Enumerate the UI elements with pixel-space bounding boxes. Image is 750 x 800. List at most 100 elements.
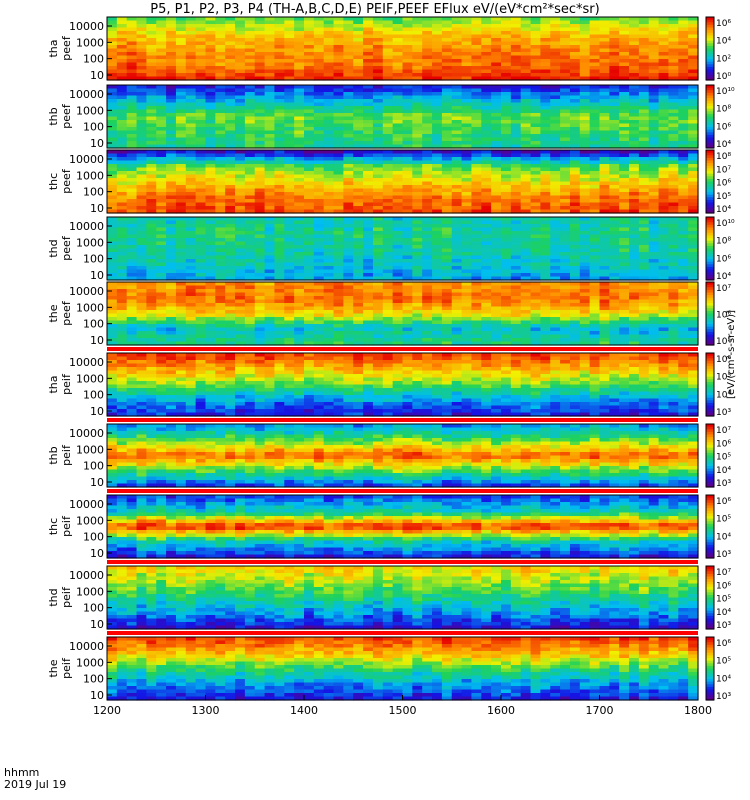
heatmap-cell <box>569 85 581 90</box>
heatmap-cell <box>491 130 502 135</box>
heatmap-cell <box>629 38 640 43</box>
heatmap-cell <box>540 231 551 236</box>
heatmap-cell <box>688 188 699 193</box>
heatmap-cell <box>215 160 226 165</box>
heatmap-cell <box>235 248 246 253</box>
colorbar-segment <box>706 124 714 128</box>
heatmap-cell <box>510 38 522 43</box>
heatmap-cell <box>412 52 423 57</box>
heatmap-cell <box>126 338 138 343</box>
heatmap-cell <box>244 137 256 142</box>
heatmap-cell <box>688 195 699 200</box>
heatmap-cell <box>412 224 423 229</box>
heatmap-cell <box>629 255 640 260</box>
heatmap-cell <box>609 150 620 155</box>
heatmap-cell <box>363 102 374 107</box>
heatmap-cell <box>166 185 177 190</box>
heatmap-cell <box>195 234 207 239</box>
heatmap-cell <box>501 192 512 197</box>
heatmap-cell <box>284 220 295 225</box>
heatmap-cell <box>629 181 640 186</box>
heatmap-cell <box>205 303 216 308</box>
heatmap-cell <box>235 217 246 222</box>
heatmap-cell <box>185 41 197 46</box>
heatmap-cell <box>116 185 128 190</box>
heatmap-cell <box>392 127 404 132</box>
heatmap-cell <box>254 285 266 290</box>
heatmap-cell <box>274 127 285 132</box>
heatmap-cell <box>156 109 167 114</box>
colorbar-tick-label: 10⁵ <box>716 192 731 202</box>
heatmap-cell <box>412 167 423 172</box>
heatmap-cell <box>323 88 335 93</box>
heatmap-cell <box>136 171 147 176</box>
heatmap-cell <box>451 252 463 257</box>
heatmap-cell <box>136 195 147 200</box>
heatmap-cell <box>520 252 532 257</box>
heatmap-cell <box>481 85 492 90</box>
heatmap-cell <box>215 231 226 236</box>
heatmap-cell <box>274 171 285 176</box>
heatmap-cell <box>579 52 591 57</box>
heatmap-cell <box>540 209 551 214</box>
colorbar-segment <box>706 69 714 73</box>
heatmap-cell <box>412 59 423 64</box>
heatmap-cell <box>146 245 157 250</box>
heatmap-cell <box>313 282 325 287</box>
heatmap-cell <box>432 88 443 93</box>
heatmap-cell <box>225 262 236 267</box>
heatmap-cell <box>294 320 305 325</box>
heatmap-cell <box>688 234 699 239</box>
heatmap-cell <box>146 171 157 176</box>
heatmap-cell <box>264 92 276 97</box>
heatmap-cell <box>323 116 335 121</box>
heatmap-cell <box>382 174 394 179</box>
heatmap-cell <box>579 127 591 132</box>
heatmap-cell <box>363 234 374 239</box>
heatmap-cell <box>560 141 571 146</box>
heatmap-cell <box>422 38 433 43</box>
heatmap-cell <box>540 17 551 22</box>
heatmap-cell <box>146 130 157 135</box>
heatmap-cell <box>107 327 118 332</box>
heatmap-cell <box>619 195 630 200</box>
heatmap-cell <box>244 282 256 287</box>
heatmap-cell <box>491 66 502 71</box>
heatmap-cell <box>422 88 433 93</box>
heatmap-cell <box>688 41 699 46</box>
heatmap-cell <box>372 276 384 281</box>
heatmap-cell <box>481 224 492 229</box>
heatmap-cell <box>609 255 620 260</box>
heatmap-cell <box>264 266 276 271</box>
heatmap-cell <box>530 62 541 67</box>
heatmap-cell <box>648 174 660 179</box>
heatmap-cell <box>372 338 384 343</box>
heatmap-cell <box>638 85 650 90</box>
heatmap-cell <box>520 220 532 225</box>
heatmap-cell <box>343 73 354 78</box>
heatmap-cell <box>333 164 344 169</box>
heatmap-cell <box>432 17 443 22</box>
heatmap-cell <box>372 255 384 260</box>
heatmap-cell <box>579 34 591 39</box>
heatmap-cell <box>451 31 463 36</box>
heatmap-cell <box>471 141 482 146</box>
heatmap-cell <box>481 127 492 132</box>
colorbar-segment <box>706 245 714 250</box>
heatmap-cell <box>550 92 561 97</box>
heatmap-cell <box>432 153 443 158</box>
heatmap-cell <box>648 27 660 32</box>
heatmap-cell <box>244 153 256 158</box>
heatmap-cell <box>107 241 118 246</box>
heatmap-cell <box>166 99 177 104</box>
heatmap-cell <box>382 55 394 60</box>
heatmap-cell <box>471 227 482 232</box>
heatmap-cell <box>215 38 226 43</box>
heatmap-cell <box>491 134 502 139</box>
heatmap-cell <box>254 99 266 104</box>
heatmap-cell <box>205 220 216 225</box>
colorbar-segment <box>706 171 714 175</box>
heatmap-cell <box>116 327 128 332</box>
heatmap-cell <box>432 27 443 32</box>
heatmap-cell <box>126 195 138 200</box>
